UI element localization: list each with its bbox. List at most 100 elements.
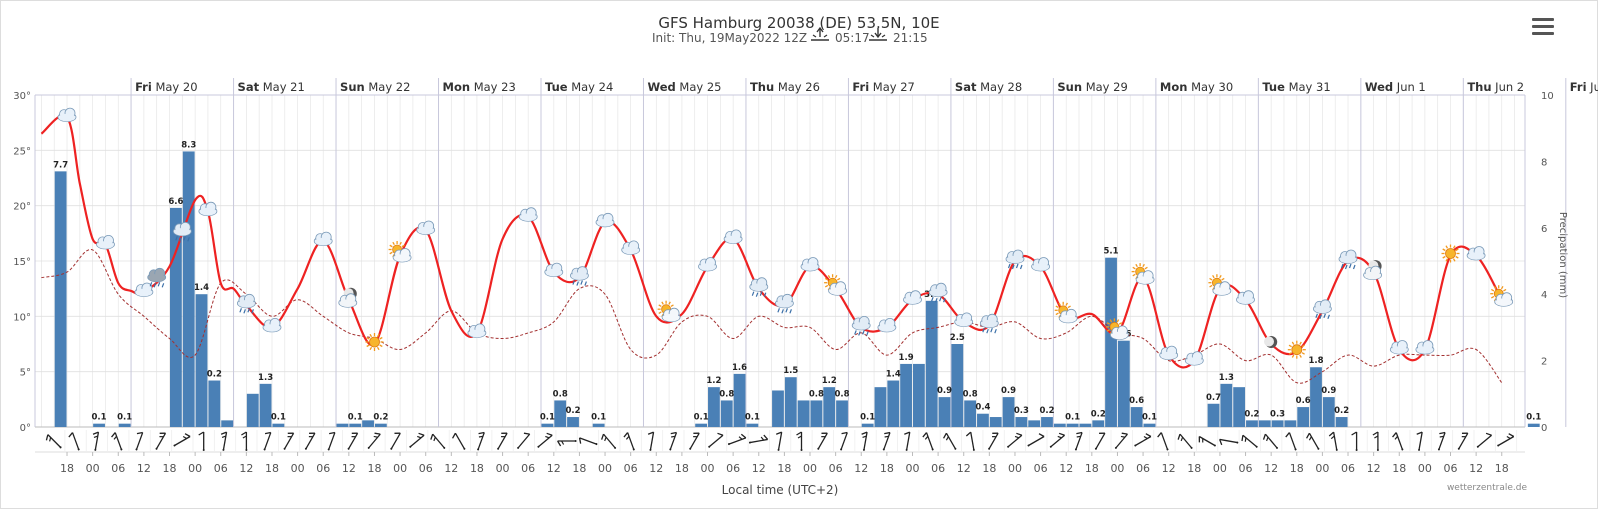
sun-ray <box>1445 258 1449 262</box>
cloud-icon <box>698 257 717 272</box>
wind-tip <box>59 446 62 449</box>
wind-barb-icon <box>390 432 401 450</box>
wind-feather <box>1014 435 1020 439</box>
wind-feather <box>1057 435 1062 439</box>
precipitation-bar <box>1220 383 1233 427</box>
wind-barb-icon <box>748 434 769 444</box>
day-date: Jun 3 <box>1587 80 1598 94</box>
rain-drop <box>854 330 857 335</box>
wind-feather <box>625 435 630 440</box>
cloud-shape <box>903 290 922 305</box>
cloud-shape <box>1494 292 1514 307</box>
sun-ray <box>389 244 393 248</box>
sun-shape <box>365 333 384 351</box>
cloud-icon <box>877 317 897 333</box>
hour-tick-label: 00 <box>1110 462 1124 475</box>
wind-barb-icon <box>988 432 999 450</box>
cloud-icon <box>262 317 282 333</box>
precipitation-label: 1.5 <box>783 366 798 376</box>
hour-tick-label: 00 <box>1315 462 1329 475</box>
day-label: Fri May 27 <box>852 80 914 94</box>
wind-feather <box>93 435 98 439</box>
credit-label: wetterzentrale.de <box>1447 483 1528 493</box>
hour-tick-label: 12 <box>239 462 253 475</box>
temperature-line <box>40 114 1503 369</box>
rain-drop <box>251 309 254 314</box>
cloud-shape <box>979 313 999 329</box>
sun-ray <box>1142 263 1145 268</box>
wind-tip <box>972 448 975 451</box>
sun-ray <box>399 241 402 246</box>
hour-tick-label: 06 <box>111 462 125 475</box>
precipitation-bar <box>1079 423 1092 427</box>
wind-shaft <box>1242 434 1258 448</box>
hour-tick-label: 12 <box>1264 462 1278 475</box>
hamburger-menu-icon[interactable] <box>1532 18 1554 36</box>
wind-barb-icon <box>304 432 316 450</box>
precipitation-label: 0.1 <box>860 413 875 423</box>
wind-feather <box>796 431 802 436</box>
wind-tip <box>669 448 672 451</box>
wind-feather <box>1016 432 1023 436</box>
wind-feather <box>1461 436 1466 438</box>
precipitation-bar <box>989 417 1002 427</box>
cloud-fill <box>1060 315 1077 323</box>
wind-feather <box>546 432 553 436</box>
wind-tip <box>497 447 500 450</box>
rain-drop <box>179 237 182 242</box>
cloud-icon <box>1466 246 1486 261</box>
cloud-fill <box>829 287 846 295</box>
wind-shaft <box>777 432 783 450</box>
wind-shaft <box>47 434 62 448</box>
rain-drop <box>584 281 587 286</box>
wind-feather <box>862 435 867 439</box>
cloud-shape <box>518 207 538 222</box>
cloud-icon <box>595 212 615 228</box>
wind-feather <box>523 432 530 435</box>
wind-feather <box>287 432 294 434</box>
wind-shaft <box>1458 432 1469 450</box>
precipitation-bar <box>1310 367 1322 427</box>
wind-shaft <box>71 432 80 450</box>
precipitation-bar <box>195 294 208 427</box>
cloud-shape <box>877 317 897 333</box>
wind-barb-icon <box>1198 435 1216 447</box>
wind-tip <box>595 443 598 446</box>
hour-tick-label: 18 <box>982 462 996 475</box>
cloud-icon <box>518 207 538 222</box>
wind-tip <box>727 443 730 446</box>
wind-barb-icon <box>45 434 62 449</box>
wind-barb-icon <box>904 431 911 451</box>
wind-barb-icon <box>1262 433 1278 449</box>
cloud-shape <box>1184 351 1204 366</box>
precipitation-label: 0.2 <box>1039 406 1054 416</box>
precipitation-bar <box>1015 417 1028 427</box>
wind-shaft <box>1332 432 1338 450</box>
cloud-fill <box>596 219 614 227</box>
wind-tip <box>1457 447 1460 450</box>
wind-barb-icon <box>1007 432 1023 448</box>
day-label: Sun May 29 <box>1057 80 1127 94</box>
cloud-fill <box>199 207 217 216</box>
wind-feather <box>1392 432 1397 438</box>
cloud-shape <box>1466 246 1486 261</box>
cloud-fill <box>853 322 870 330</box>
day-label: Thu Jun 2 <box>1467 80 1524 94</box>
sun-disc <box>369 336 380 348</box>
cloud-fill <box>545 268 562 277</box>
day-date: Jun 2 <box>1492 80 1525 94</box>
wind-barb-icon <box>623 432 635 451</box>
hour-tick-label: 18 <box>1392 462 1406 475</box>
rain-drop <box>1352 264 1356 270</box>
wind-tip <box>954 447 957 450</box>
hour-axis: 18 00 06 12 18 00 06 12 18 00 06 12 18 00 06 12 18 00 06 12… <box>60 452 1509 475</box>
precipitation-label: 0.1 <box>745 413 760 423</box>
wind-tip <box>1437 448 1440 451</box>
wind-barb-icon <box>477 431 485 451</box>
wind-feather <box>1121 432 1128 435</box>
wind-tip <box>304 447 307 450</box>
wind-feather <box>430 433 434 440</box>
hour-tick-label: 06 <box>419 462 433 475</box>
wind-barb-icon <box>1351 431 1358 451</box>
